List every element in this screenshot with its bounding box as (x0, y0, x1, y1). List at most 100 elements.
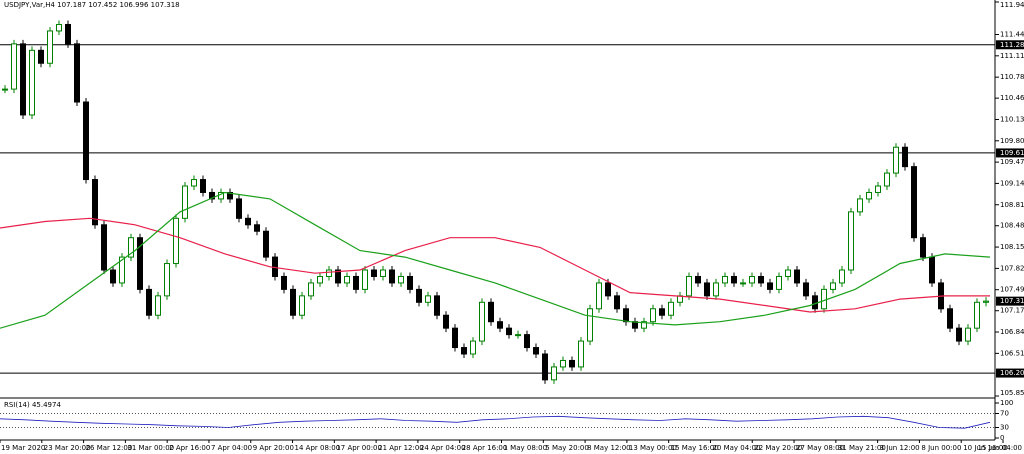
candle-body (236, 198, 242, 219)
candle-body (695, 275, 701, 284)
candle-body (740, 282, 746, 285)
y-tick-label: 111.445 (1000, 30, 1024, 38)
candle-body (542, 353, 548, 381)
y-tick-label: 106.840 (1000, 328, 1024, 336)
candle-body (317, 275, 323, 284)
rsi-label: RSI(14) 45.4974 (4, 401, 61, 409)
candle-body (326, 269, 332, 277)
candle-body (929, 256, 935, 284)
candle-body (416, 288, 422, 303)
candle-body (641, 321, 647, 329)
x-tick-label: 13 May 00:00 (629, 444, 677, 452)
candle-body (407, 275, 413, 290)
candle-body (344, 275, 350, 284)
candle-body (470, 340, 476, 355)
candle-body (767, 282, 773, 290)
candle-body (533, 347, 539, 355)
candle-body (128, 237, 134, 258)
candle-body (164, 263, 170, 297)
y-tick-label: 109.470 (1000, 158, 1024, 166)
candle-body (425, 295, 431, 303)
candle-body (452, 327, 458, 349)
candle-body (758, 275, 764, 284)
candle-body (821, 288, 827, 310)
candle-body (11, 43, 17, 90)
x-tick-label: 20 May 04:00 (712, 444, 760, 452)
candle-body (623, 308, 629, 323)
candle-body (776, 275, 782, 290)
candle-body (353, 275, 359, 290)
level-label: 109.612 (1000, 149, 1024, 157)
level-tag (996, 148, 1024, 158)
candle-body (587, 308, 593, 342)
candle-body (659, 308, 665, 316)
candle-body (434, 295, 440, 316)
candle-body (983, 300, 989, 303)
candle-body (47, 30, 53, 64)
candle-body (506, 327, 512, 336)
candle-body (371, 269, 377, 277)
candle-body (704, 282, 710, 297)
x-tick-label: 5 May 20:00 (545, 444, 589, 452)
candle-body (389, 269, 395, 284)
candle-body (173, 217, 179, 265)
candle-body (209, 191, 215, 200)
y-tick-label: 110.460 (1000, 94, 1024, 102)
candle-body (830, 282, 836, 290)
candle-body (335, 269, 341, 284)
candle-body (956, 327, 962, 342)
x-tick-label: 7 Apr 04:00 (211, 444, 252, 452)
candle-body (686, 275, 692, 297)
chart-title: USDJPY,Var,H4 107.187 107.452 106.996 10… (4, 1, 180, 9)
candle-body (785, 269, 791, 277)
candle-body (614, 295, 620, 310)
candle-body (488, 301, 494, 323)
candle-body (893, 146, 899, 174)
y-tick-label: 111.948 (1000, 1, 1024, 9)
y-tick-label: 107.825 (1000, 264, 1024, 272)
y-tick-label: 108.155 (1000, 243, 1024, 251)
x-tick-label: 2 Apr 16:00 (169, 444, 210, 452)
x-tick-label: 9 Apr 20:00 (253, 444, 294, 452)
candle-body (497, 321, 503, 329)
y-tick-label: 111.115 (1000, 52, 1024, 60)
candle-body (713, 282, 719, 297)
candle-body (182, 185, 188, 219)
candle-body (119, 256, 125, 284)
candle-body (92, 179, 98, 226)
candle-body (290, 288, 296, 316)
candle-body (155, 295, 161, 316)
rsi-line (0, 415, 991, 429)
candle-body (839, 269, 845, 284)
candle-body (794, 269, 800, 284)
candle-body (200, 179, 206, 193)
candle-body (749, 275, 755, 284)
y-tick-label: 108.485 (1000, 222, 1024, 230)
candle-body (551, 366, 557, 381)
level-label: 111.286 (1000, 41, 1024, 49)
x-tick-label: 8 May 12:00 (587, 444, 631, 452)
candle-body (299, 295, 305, 316)
x-tick-label: 31 Mar 00:00 (127, 444, 174, 452)
candle-body (920, 237, 926, 258)
candle-body (263, 230, 269, 258)
candle-body (605, 282, 611, 297)
candle-body (803, 282, 809, 297)
candle-body (812, 295, 818, 310)
candle-body (722, 275, 728, 284)
x-tick-label: 10 Jun 16:00 (963, 444, 1007, 452)
y-tick-label: 107.170 (1000, 307, 1024, 315)
x-tick-label: 15 May 16:00 (671, 444, 719, 452)
x-tick-label: 8 Jun 00:00 (921, 444, 961, 452)
candle-body (866, 191, 872, 200)
y-tick-label: 110.13 (1000, 115, 1024, 123)
candle-body (965, 327, 971, 342)
y-tick-label: 110.785 (1000, 73, 1024, 81)
x-tick-label: 1 May 08:00 (504, 444, 548, 452)
candle-body (308, 282, 314, 297)
moving-average (0, 191, 991, 329)
candle-body (65, 23, 71, 45)
x-tick-label: 26 Mar 12:00 (86, 444, 133, 452)
level-tag (996, 368, 1024, 378)
